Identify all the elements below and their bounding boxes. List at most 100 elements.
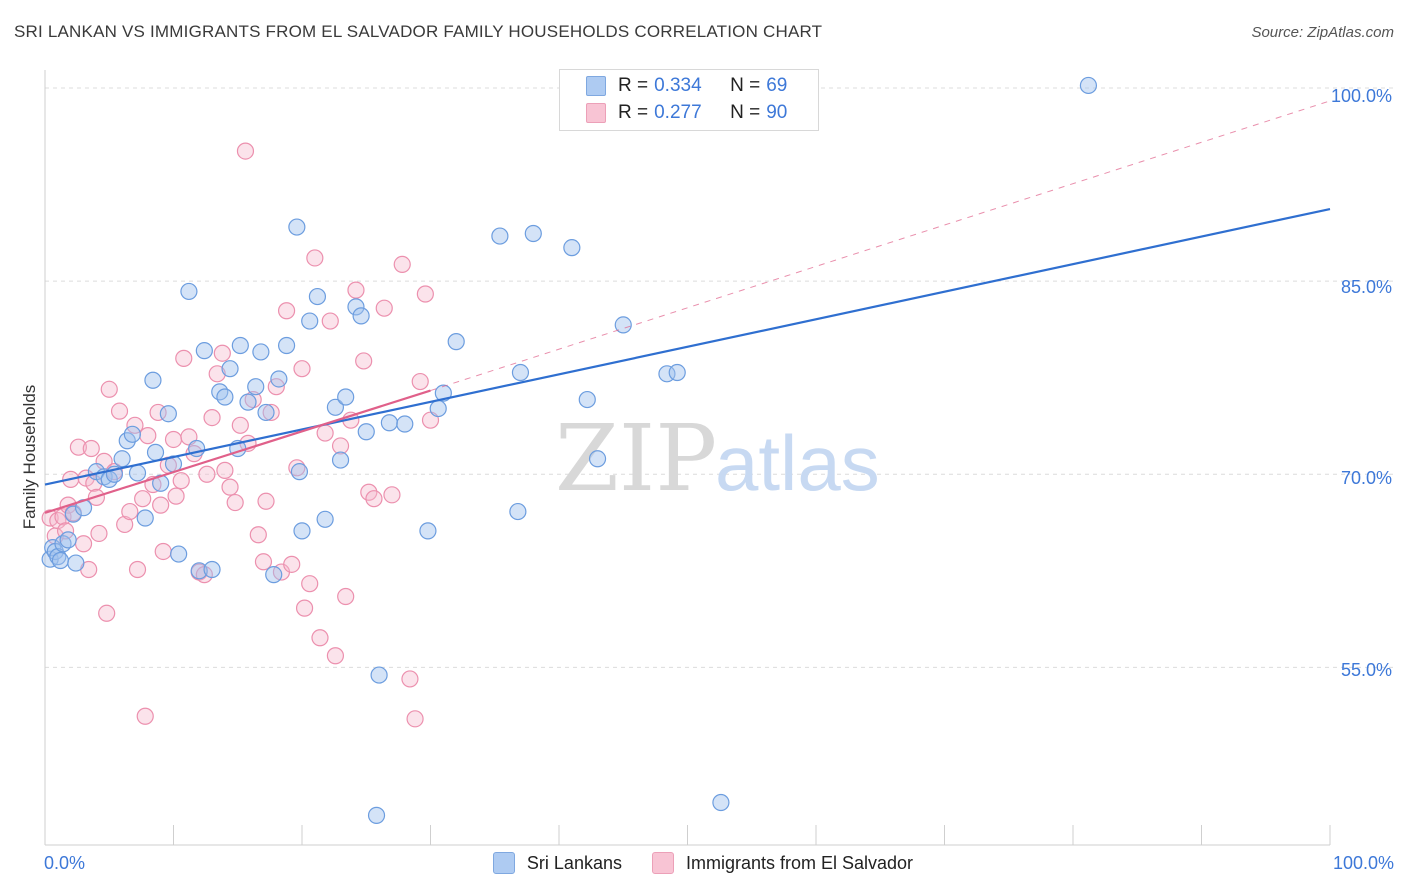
data-point-el-salvador [216,461,234,479]
data-point-el-salvador [167,487,185,505]
y-axis-label: Family Households [20,384,39,530]
data-point-sri-lankan [239,393,257,411]
data-point-el-salvador [383,486,401,504]
data-point-sri-lankan [290,463,309,481]
data-point-el-salvador [139,427,157,445]
chart-source: Source: ZipAtlas.com [1251,24,1394,41]
data-point-el-salvador [82,439,100,458]
watermark-atlas: atlas [715,419,880,507]
data-point-el-salvador [213,344,231,362]
data-point-sri-lankan [357,423,375,441]
data-point-sri-lankan [511,363,530,382]
data-point-sri-lankan [257,403,275,422]
legend-label: Sri Lankans [526,852,622,873]
data-point-el-salvador [249,526,267,544]
data-point-el-salvador [175,349,193,367]
data-point-sri-lankan [123,425,141,443]
chart-title: SRI LANKAN VS IMMIGRANTS FROM EL SALVADO… [14,22,823,41]
legend-n-label: N = [730,75,761,96]
legend-item-sri-lankans[interactable]: Sri Lankans [492,852,622,874]
data-point-sri-lankan [337,388,355,406]
stats-legend: R = 0.334 N = 69 R = 0.277 N = 90 [559,69,819,131]
data-point-sri-lankan [380,414,398,432]
legend-n-value: 69 [766,75,788,96]
data-point-el-salvador [306,249,324,267]
data-point-sri-lankan [316,510,334,528]
data-point-sri-lankan [59,531,77,549]
y-tick-label: 85.0% [1340,277,1392,297]
data-point-sri-lankan [1079,76,1098,95]
data-point-sri-lankan [144,371,162,389]
data-point-sri-lankan [434,384,452,402]
legend-item-el-salvador[interactable]: Immigrants from El Salvador [651,852,914,874]
data-point-sri-lankan [396,415,414,433]
y-tick-label: 55.0% [1340,660,1392,680]
data-point-el-salvador [321,312,339,330]
data-point-el-salvador [254,553,273,571]
data-point-sri-lankan [136,509,154,527]
data-point-sri-lankan [370,666,388,684]
data-point-el-salvador [262,403,280,422]
data-point-sri-lankan [190,562,208,580]
data-point-sri-lankan [211,383,229,401]
data-point-el-salvador [347,281,365,299]
data-point-el-salvador [311,629,329,647]
data-point-sri-lankan [712,793,730,812]
legend-row-el-salvador: R = 0.277 N = 90 [586,101,787,125]
data-point-el-salvador [295,599,314,617]
data-point-el-salvador [74,535,93,553]
trendline-el-salvador-extension [430,100,1331,392]
data-point-el-salvador [277,302,296,320]
data-point-sri-lankan [146,443,165,461]
data-point-sri-lankan [668,363,686,382]
data-point-el-salvador [393,255,411,273]
data-point-el-salvador [172,472,190,490]
data-point-sri-lankan [231,336,249,355]
data-point-sri-lankan [563,239,581,257]
data-point-sri-lankan [170,545,188,563]
data-point-sri-lankan [326,398,345,416]
x-tick-label-max: 100.0% [1332,853,1394,873]
data-point-sri-lankan [301,312,319,330]
data-point-sri-lankan [277,336,296,355]
data-point-sri-lankan [288,218,306,236]
legend-r-label: R = [618,75,649,96]
data-point-el-salvador [355,352,373,370]
legend-label: Immigrants from El Salvador [685,852,914,873]
data-point-el-salvador [236,142,255,160]
series-legend: Sri Lankans Immigrants from El Salvador [0,852,1406,874]
data-point-el-salvador [293,360,311,378]
trendline-sri-lankans [44,207,1331,486]
data-point-sri-lankan [491,227,509,245]
data-point-el-salvador [152,496,170,514]
legend-r-value: 0.334 [654,75,702,96]
data-point-sri-lankan [331,451,350,469]
data-point-el-salvador [406,710,424,728]
data-point-sri-lankan [247,378,265,396]
data-point-el-salvador [416,285,434,303]
legend-swatch-pink [586,103,606,123]
watermark-zip: ZIP [555,405,717,512]
watermark: ZIP atlas [555,405,880,512]
data-point-sri-lankan [64,505,82,523]
data-point-sri-lankan [308,287,327,306]
data-point-sri-lankan [159,405,177,423]
data-point-sri-lankan [367,806,386,824]
data-point-sri-lankan [347,298,365,316]
data-point-el-salvador [331,437,350,455]
legend-row-sri-lankans: R = 0.334 N = 69 [586,74,787,98]
data-point-el-salvador [365,490,383,508]
data-point-sri-lankan [203,560,221,579]
legend-n-value: 90 [766,102,788,123]
data-point-el-salvador [164,430,183,449]
y-tick-label: 100.0% [1330,86,1392,106]
data-point-sri-lankan [128,464,147,482]
data-point-sri-lankan [51,551,70,570]
data-point-el-salvador [316,424,334,442]
data-point-sri-lankan [270,370,288,388]
data-point-sri-lankan [419,522,437,540]
data-point-sri-lankan [221,360,239,378]
data-point-sri-lankan [293,522,311,540]
data-point-sri-lankan [352,307,370,325]
